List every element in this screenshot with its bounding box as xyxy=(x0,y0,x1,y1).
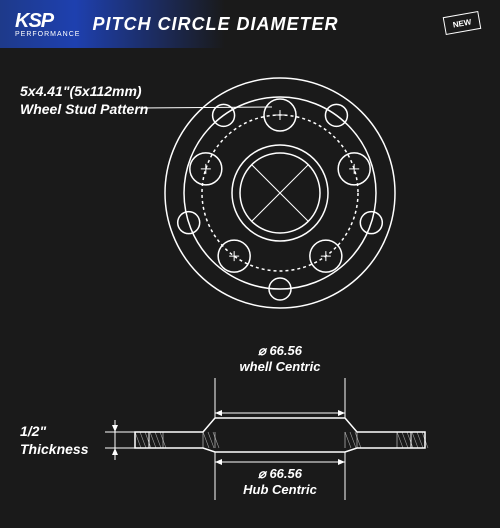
top-dim-text: whell Centric xyxy=(225,359,335,375)
top-dim-value: ⌀ 66.56 xyxy=(225,343,335,359)
top-diameter-label: ⌀ 66.56 whell Centric xyxy=(225,343,335,374)
stud-pattern-line2: Wheel Stud Pattern xyxy=(20,101,148,119)
page-title: PITCH CIRCLE DIAMETER xyxy=(92,14,338,35)
bottom-dim-value: ⌀ 66.56 xyxy=(225,466,335,482)
diagram-container: 5x4.41"(5x112mm) Wheel Stud Pattern 1/2"… xyxy=(0,48,500,500)
logo-text: KSP xyxy=(15,11,80,31)
bottom-diameter-label: ⌀ 66.56 Hub Centric xyxy=(225,466,335,497)
new-badge-icon: NEW xyxy=(443,11,482,35)
thickness-label: 1/2" Thickness xyxy=(20,423,88,458)
brand-logo: KSP PERFORMANCE xyxy=(15,11,80,38)
stud-pattern-line1: 5x4.41"(5x112mm) xyxy=(20,83,148,101)
logo-subtext: PERFORMANCE xyxy=(15,31,80,38)
stud-pattern-label: 5x4.41"(5x112mm) Wheel Stud Pattern xyxy=(20,83,148,118)
bottom-dim-text: Hub Centric xyxy=(225,482,335,498)
header-bar: KSP PERFORMANCE PITCH CIRCLE DIAMETER NE… xyxy=(0,0,500,48)
thickness-line2: Thickness xyxy=(20,441,88,459)
thickness-line1: 1/2" xyxy=(20,423,88,441)
